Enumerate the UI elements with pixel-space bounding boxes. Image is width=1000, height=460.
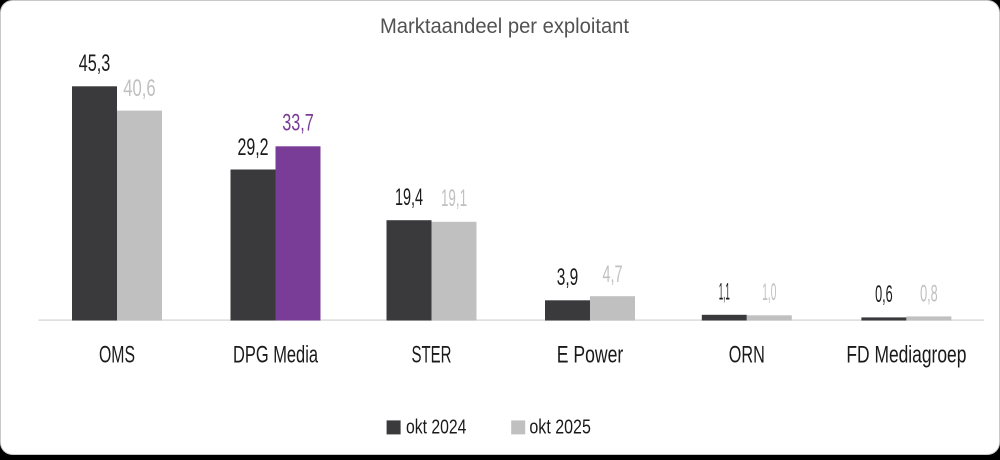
svg-text:1,0: 1,0 [762,280,776,306]
svg-text:STER: STER [412,341,452,368]
svg-text:E Power: E Power [557,341,624,368]
svg-text:0,6: 0,6 [875,282,893,308]
svg-text:okt 2024: okt 2024 [406,416,466,439]
svg-text:40,6: 40,6 [123,76,155,102]
svg-text:4,7: 4,7 [603,262,623,288]
svg-text:DPG Media: DPG Media [233,341,318,368]
svg-text:19,1: 19,1 [441,186,467,212]
svg-text:okt 2025: okt 2025 [529,416,591,439]
svg-text:FD Mediagroep: FD Mediagroep [846,341,966,368]
svg-text:Marktaandeel per exploitant: Marktaandeel per exploitant [380,15,629,38]
svg-text:0,8: 0,8 [920,282,938,308]
svg-text:29,2: 29,2 [238,135,269,161]
svg-text:33,7: 33,7 [282,111,314,137]
svg-text:OMS: OMS [99,341,135,368]
svg-text:45,3: 45,3 [79,51,111,77]
svg-text:19,4: 19,4 [395,185,423,211]
svg-text:ORN: ORN [729,341,765,368]
svg-text:3,9: 3,9 [557,265,578,291]
svg-text:1,1: 1,1 [719,280,730,306]
